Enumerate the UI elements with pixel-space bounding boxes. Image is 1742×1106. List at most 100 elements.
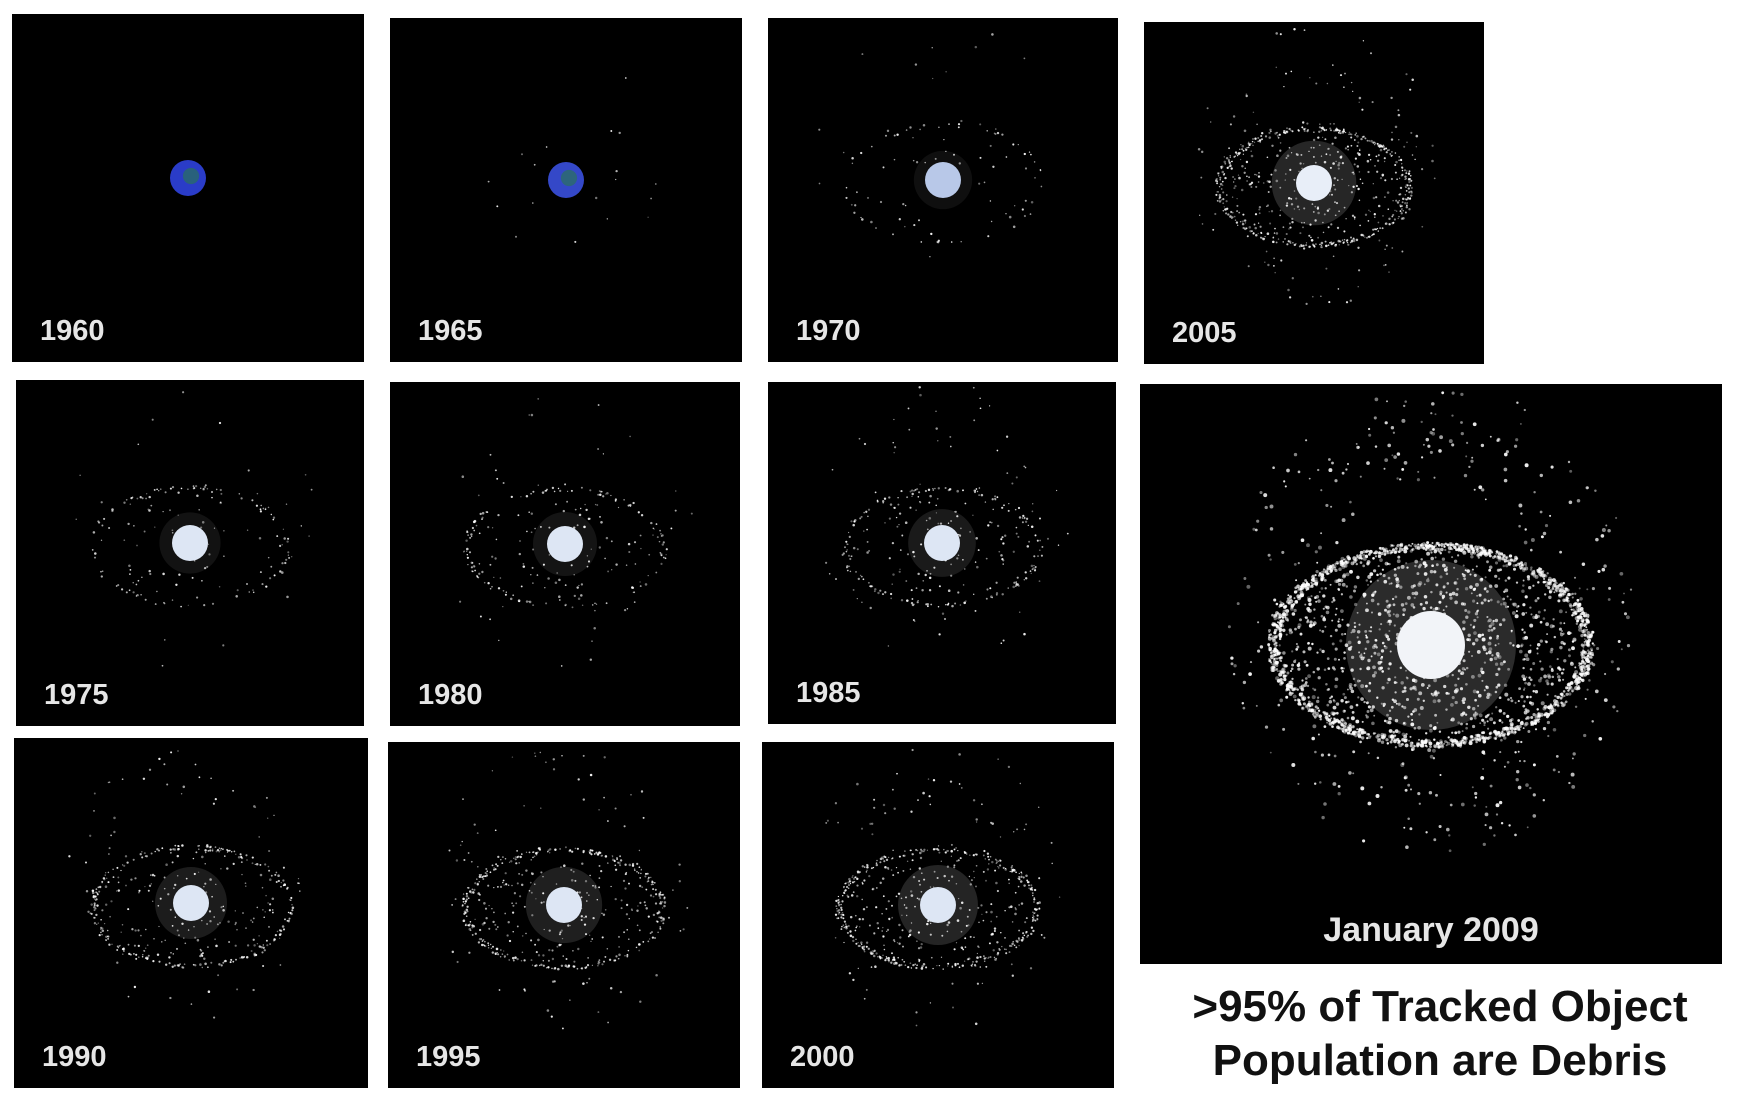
debris-particle xyxy=(1370,139,1373,143)
debris-particle xyxy=(1392,200,1394,202)
debris-particle xyxy=(1258,208,1261,211)
debris-particle xyxy=(663,897,666,900)
debris-particle xyxy=(1578,672,1582,675)
debris-particle xyxy=(1038,877,1041,880)
debris-particle xyxy=(1556,673,1559,675)
debris-particle xyxy=(647,915,650,918)
debris-particle xyxy=(936,965,938,967)
debris-particle xyxy=(866,196,870,199)
debris-particle xyxy=(634,563,637,565)
debris-particle xyxy=(514,956,517,959)
debris-visualization-1985 xyxy=(825,386,1069,647)
debris-particle xyxy=(1381,686,1385,690)
debris-particle xyxy=(1338,658,1340,661)
debris-particle xyxy=(1376,227,1379,230)
debris-particle xyxy=(1279,659,1282,662)
debris-particle xyxy=(610,885,612,888)
debris-particle xyxy=(1301,679,1304,682)
debris-particle xyxy=(1536,596,1540,600)
debris-particle xyxy=(1023,57,1026,60)
debris-particle xyxy=(1419,706,1424,710)
debris-particle xyxy=(1275,66,1278,69)
debris-particle xyxy=(623,825,626,828)
debris-particle xyxy=(1275,232,1279,235)
debris-particle xyxy=(169,908,172,911)
debris-particle xyxy=(279,964,282,966)
debris-particle xyxy=(290,896,293,900)
debris-particle xyxy=(653,528,655,530)
debris-particle xyxy=(218,586,221,588)
debris-particle xyxy=(1024,520,1028,523)
debris-particle xyxy=(895,895,898,898)
debris-particle xyxy=(1401,208,1403,210)
debris-particle xyxy=(1023,214,1026,218)
debris-particle xyxy=(174,844,177,847)
debris-particle xyxy=(1483,721,1486,724)
debris-particle xyxy=(1401,197,1405,201)
debris-particle xyxy=(259,510,263,513)
debris-particle xyxy=(1254,213,1258,216)
debris-particle xyxy=(1594,689,1599,694)
debris-particle xyxy=(105,903,108,906)
debris-particle xyxy=(877,955,879,958)
debris-particle xyxy=(1017,506,1021,510)
debris-particle xyxy=(915,848,918,851)
debris-particle xyxy=(1346,241,1349,244)
debris-particle xyxy=(868,924,871,927)
debris-particle xyxy=(1554,694,1557,698)
debris-particle xyxy=(1314,573,1317,577)
debris-particle xyxy=(1275,602,1279,606)
debris-particle xyxy=(1517,719,1521,722)
debris-particle xyxy=(1420,683,1425,687)
debris-particle xyxy=(859,574,862,577)
debris-particle xyxy=(1464,740,1468,743)
earth-globe xyxy=(1296,165,1332,201)
debris-particle xyxy=(595,603,598,605)
debris-particle xyxy=(915,161,919,164)
debris-particle xyxy=(98,934,101,937)
debris-particle xyxy=(172,887,175,890)
debris-particle xyxy=(1221,184,1224,187)
debris-particle xyxy=(958,966,961,969)
debris-particle xyxy=(1524,595,1528,599)
debris-particle xyxy=(180,605,182,608)
debris-particle xyxy=(913,603,915,605)
debris-particle xyxy=(1580,643,1584,647)
debris-particle xyxy=(612,859,614,861)
debris-particle xyxy=(984,501,987,503)
debris-particle xyxy=(580,918,583,922)
debris-particle xyxy=(1277,680,1280,683)
debris-particle xyxy=(1356,679,1360,683)
debris-particle xyxy=(887,900,890,903)
debris-particle xyxy=(1281,550,1285,554)
debris-particle xyxy=(601,912,603,915)
debris-particle xyxy=(1332,64,1334,66)
debris-particle xyxy=(625,903,629,907)
debris-particle xyxy=(1020,939,1024,942)
debris-particle xyxy=(135,957,138,960)
debris-particle xyxy=(1572,608,1575,612)
debris-particle xyxy=(1321,136,1324,139)
debris-particle xyxy=(1481,679,1484,682)
debris-particle xyxy=(866,540,869,543)
debris-particle xyxy=(1275,644,1278,647)
debris-particle xyxy=(893,506,896,510)
debris-particle xyxy=(531,872,534,876)
debris-particle xyxy=(859,926,861,928)
debris-particle xyxy=(638,929,641,932)
debris-particle xyxy=(1515,581,1519,584)
debris-particle xyxy=(1328,207,1331,211)
debris-particle xyxy=(915,1024,918,1027)
debris-particle xyxy=(1238,176,1241,180)
debris-particle xyxy=(1323,160,1327,164)
debris-particle xyxy=(553,490,556,493)
debris-particle xyxy=(1560,692,1564,697)
debris-particle xyxy=(979,156,982,159)
debris-particle xyxy=(1345,301,1349,304)
debris-particle xyxy=(480,938,483,940)
debris-particle xyxy=(1312,138,1316,142)
debris-particle xyxy=(866,869,868,872)
debris-particle xyxy=(479,615,482,618)
debris-particle xyxy=(1506,595,1509,598)
debris-particle xyxy=(1404,178,1406,180)
